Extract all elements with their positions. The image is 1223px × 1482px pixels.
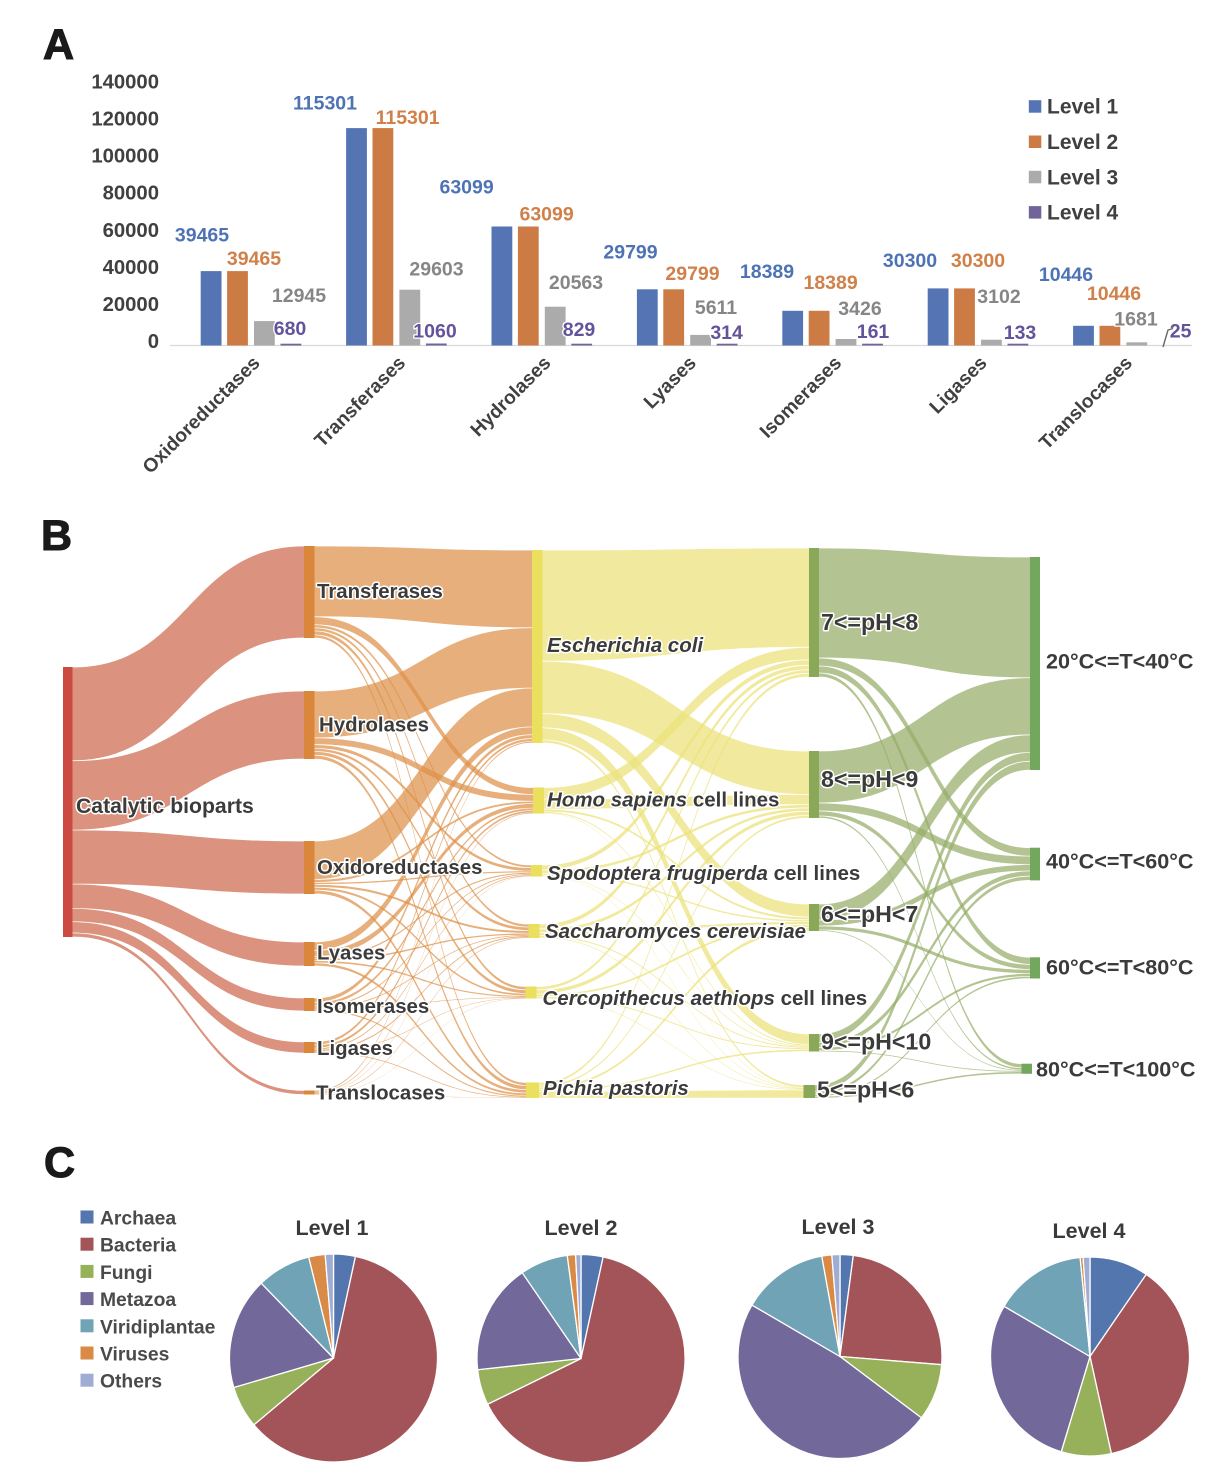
svg-text:25: 25 bbox=[1170, 321, 1192, 343]
svg-text:Level 1: Level 1 bbox=[296, 1216, 369, 1240]
svg-text:20000: 20000 bbox=[103, 294, 159, 316]
svg-text:C: C bbox=[44, 1139, 75, 1187]
svg-text:Homo sapiens cell lines: Homo sapiens cell lines bbox=[547, 789, 779, 812]
svg-text:Oxidoreductases: Oxidoreductases bbox=[317, 857, 482, 879]
svg-text:39465: 39465 bbox=[227, 248, 281, 270]
svg-text:39465: 39465 bbox=[175, 225, 229, 247]
svg-text:6<=pH<7: 6<=pH<7 bbox=[821, 901, 918, 927]
svg-text:Level 3: Level 3 bbox=[802, 1215, 875, 1239]
svg-text:Level 3: Level 3 bbox=[1047, 166, 1118, 189]
svg-text:Ligases: Ligases bbox=[317, 1038, 393, 1060]
svg-text:8<=pH<9: 8<=pH<9 bbox=[821, 766, 918, 792]
svg-text:Isomerases: Isomerases bbox=[317, 996, 429, 1018]
svg-text:29799: 29799 bbox=[665, 263, 719, 285]
svg-text:5611: 5611 bbox=[695, 297, 737, 319]
svg-text:Viridiplantae: Viridiplantae bbox=[100, 1317, 216, 1338]
svg-text:A: A bbox=[43, 21, 74, 69]
svg-text:5<=pH<6: 5<=pH<6 bbox=[817, 1077, 914, 1103]
svg-text:Transferases: Transferases bbox=[317, 581, 443, 603]
svg-text:60°C<=T<80°C: 60°C<=T<80°C bbox=[1046, 955, 1194, 980]
svg-text:Saccharomyces cerevisiae: Saccharomyces cerevisiae bbox=[545, 920, 806, 943]
svg-text:Archaea: Archaea bbox=[100, 1209, 176, 1230]
svg-text:829: 829 bbox=[563, 319, 596, 341]
svg-text:Others: Others bbox=[100, 1372, 162, 1393]
svg-text:0: 0 bbox=[148, 331, 159, 353]
svg-text:Level 2: Level 2 bbox=[545, 1216, 618, 1240]
svg-text:63099: 63099 bbox=[439, 177, 493, 199]
svg-text:133: 133 bbox=[1004, 322, 1037, 344]
svg-text:30300: 30300 bbox=[951, 250, 1005, 272]
svg-text:B: B bbox=[41, 512, 72, 560]
svg-text:63099: 63099 bbox=[519, 204, 573, 226]
svg-text:10446: 10446 bbox=[1087, 283, 1141, 305]
svg-text:161: 161 bbox=[857, 321, 890, 343]
svg-text:40°C<=T<60°C: 40°C<=T<60°C bbox=[1046, 849, 1194, 874]
svg-text:680: 680 bbox=[274, 318, 307, 340]
svg-text:18389: 18389 bbox=[803, 272, 857, 294]
svg-text:3426: 3426 bbox=[838, 298, 882, 320]
svg-text:80000: 80000 bbox=[103, 183, 159, 205]
svg-text:140000: 140000 bbox=[91, 72, 159, 94]
svg-text:Translocases: Translocases bbox=[316, 1082, 445, 1104]
svg-text:20°C<=T<40°C: 20°C<=T<40°C bbox=[1046, 649, 1194, 674]
svg-text:Level 4: Level 4 bbox=[1047, 202, 1119, 225]
svg-text:Level 2: Level 2 bbox=[1047, 131, 1118, 154]
svg-text:Spodoptera frugiperda cell lin: Spodoptera frugiperda cell lines bbox=[547, 862, 860, 885]
svg-text:314: 314 bbox=[710, 322, 743, 344]
svg-text:10446: 10446 bbox=[1039, 264, 1093, 286]
svg-text:Viruses: Viruses bbox=[100, 1345, 169, 1366]
svg-text:115301: 115301 bbox=[293, 93, 357, 115]
svg-text:7<=pH<8: 7<=pH<8 bbox=[821, 609, 918, 635]
svg-text:100000: 100000 bbox=[91, 146, 159, 168]
svg-text:120000: 120000 bbox=[91, 109, 159, 131]
svg-text:Lyases: Lyases bbox=[317, 942, 385, 964]
svg-text:Metazoa: Metazoa bbox=[100, 1290, 176, 1311]
svg-text:Fungi: Fungi bbox=[100, 1263, 152, 1284]
svg-text:Bacteria: Bacteria bbox=[100, 1236, 176, 1257]
svg-text:12945: 12945 bbox=[272, 285, 326, 307]
svg-text:1681: 1681 bbox=[1114, 309, 1158, 331]
svg-text:18389: 18389 bbox=[740, 261, 794, 283]
svg-text:Catalytic bioparts: Catalytic bioparts bbox=[76, 795, 254, 818]
svg-text:Level 1: Level 1 bbox=[1047, 96, 1119, 119]
svg-text:20563: 20563 bbox=[549, 272, 603, 294]
svg-text:29603: 29603 bbox=[409, 259, 463, 281]
svg-text:Escherichia coli: Escherichia coli bbox=[547, 634, 704, 657]
svg-text:Cercopithecus aethiops cell li: Cercopithecus aethiops cell lines bbox=[543, 987, 868, 1010]
svg-text:Level 4: Level 4 bbox=[1053, 1219, 1126, 1243]
svg-text:9<=pH<10: 9<=pH<10 bbox=[821, 1028, 931, 1054]
svg-text:115301: 115301 bbox=[376, 107, 440, 129]
svg-text:40000: 40000 bbox=[103, 257, 159, 279]
svg-text:1060: 1060 bbox=[413, 321, 457, 343]
svg-text:29799: 29799 bbox=[603, 241, 657, 263]
svg-text:30300: 30300 bbox=[883, 250, 937, 272]
svg-text:60000: 60000 bbox=[103, 220, 159, 242]
svg-text:Hydrolases: Hydrolases bbox=[319, 714, 429, 736]
svg-text:3102: 3102 bbox=[977, 286, 1021, 308]
svg-text:80°C<=T<100°C: 80°C<=T<100°C bbox=[1036, 1057, 1196, 1082]
svg-text:Pichia pastoris: Pichia pastoris bbox=[543, 1077, 689, 1100]
